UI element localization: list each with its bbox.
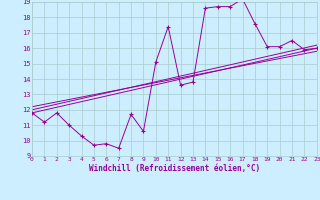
X-axis label: Windchill (Refroidissement éolien,°C): Windchill (Refroidissement éolien,°C) bbox=[89, 164, 260, 173]
